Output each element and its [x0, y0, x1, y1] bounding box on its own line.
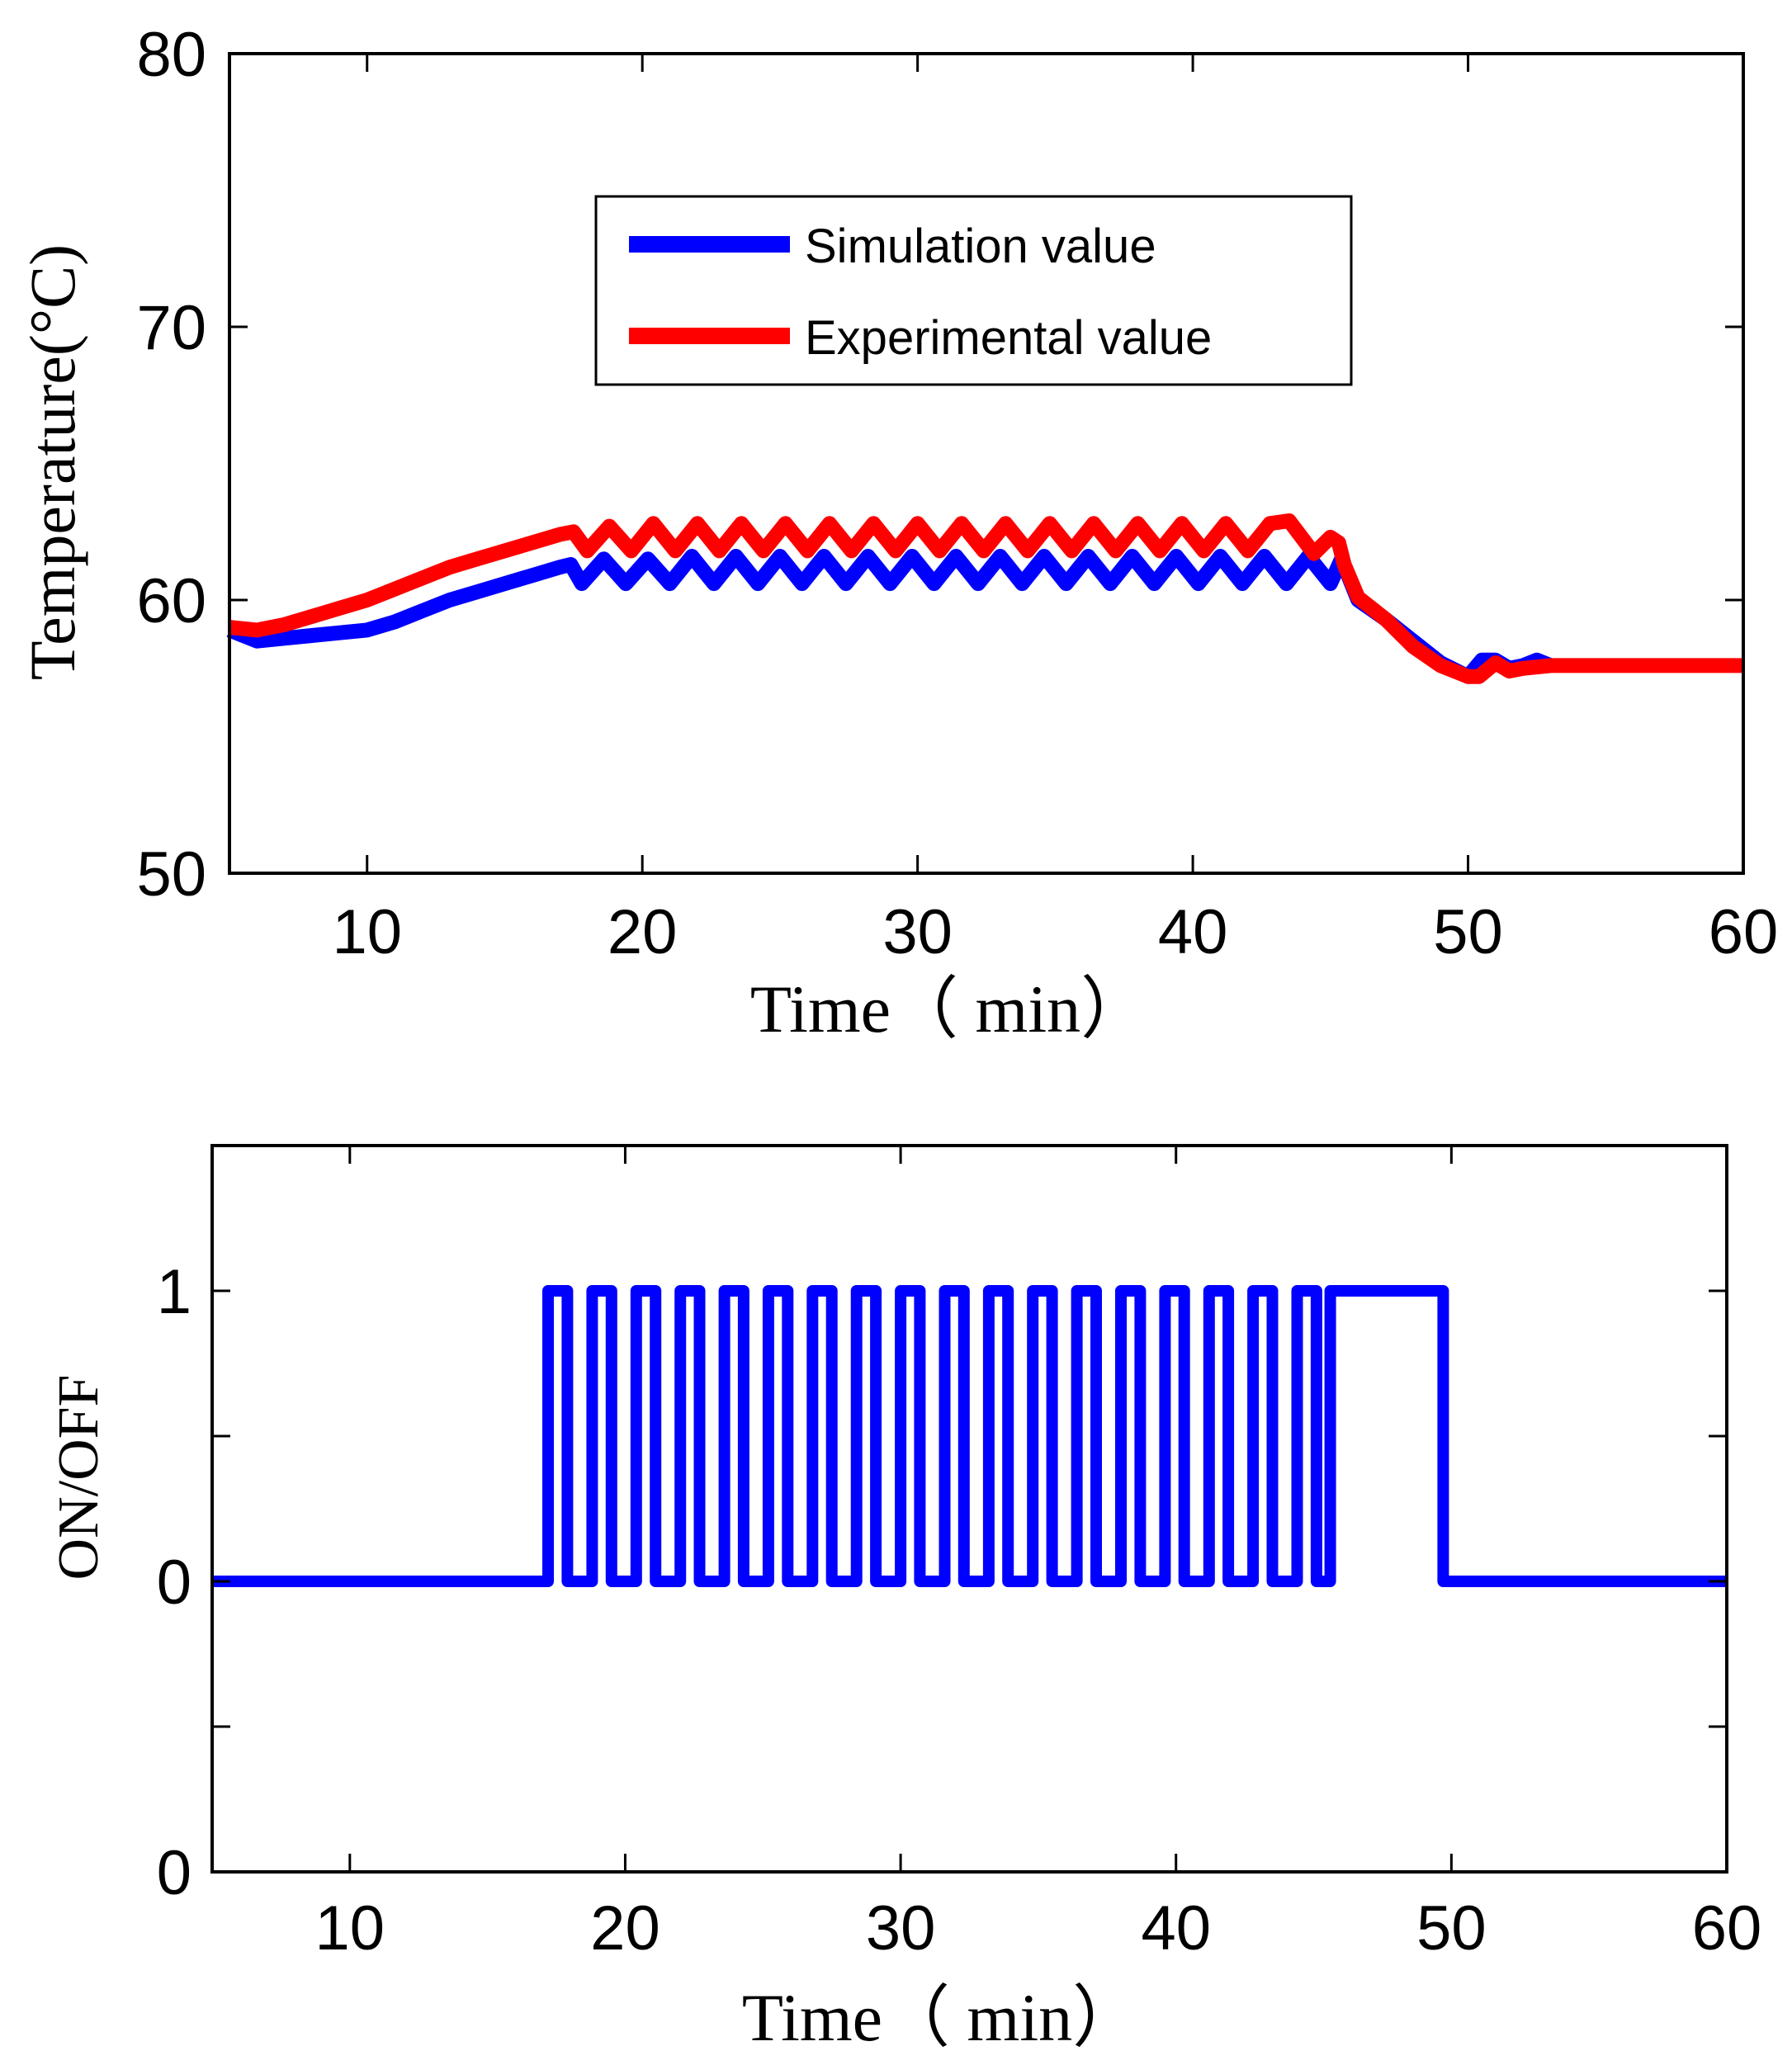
- temperature-xtick-label: 10: [332, 897, 402, 967]
- onoff-ytick-label: 0: [157, 1548, 191, 1618]
- onoff-series-line-1: [212, 1285, 1727, 1587]
- temperature-ytick-label: 50: [136, 839, 206, 910]
- legend: Simulation value Experimental value: [594, 195, 1353, 386]
- onoff-panel: 10 20 30 40 50 60 0 0 1 Time（ min） ON/OFF: [47, 1144, 1762, 2055]
- temperature-xtick-label: 40: [1158, 897, 1228, 967]
- temperature-ytick-label: 80: [136, 20, 206, 90]
- onoff-xtick-label: 50: [1416, 1893, 1487, 1963]
- onoff-xtick-label: 30: [866, 1893, 936, 1963]
- legend-label-experimental: Experimental value: [805, 311, 1212, 365]
- temperature-panel: 10 20 30 40 50 60 50 60 70 80 Time（ min） Temperat…: [17, 20, 1778, 1047]
- legend-box: [594, 195, 1353, 386]
- onoff-axis-ticks: 10 20 30 40 50 60 0 0 1: [157, 1146, 1762, 1963]
- onoff-ylabel: ON/OFF: [47, 1375, 111, 1581]
- temperature-xtick-label: 30: [882, 897, 953, 967]
- onoff-plot-frame: [210, 1144, 1728, 1874]
- temperature-xtick-label: 50: [1433, 897, 1503, 967]
- onoff-xtick-label: 60: [1692, 1893, 1762, 1963]
- temperature-xtick-label: 60: [1709, 897, 1779, 967]
- temperature-ytick-label: 70: [136, 293, 206, 363]
- temperature-axis-ticks: 10 20 30 40 50 60 50 60 70 80: [136, 20, 1778, 967]
- temperature-series-group: [226, 513, 1743, 684]
- onoff-ytick-label: 1: [157, 1257, 191, 1327]
- legend-label-simulation: Simulation value: [805, 220, 1156, 273]
- temperature-xlabel: Time（ min）: [750, 971, 1148, 1047]
- onoff-xtick-label: 40: [1141, 1893, 1211, 1963]
- onoff-xtick-label: 10: [315, 1893, 385, 1963]
- temperature-xtick-label: 20: [608, 897, 678, 967]
- temperature-ytick-label: 60: [136, 566, 206, 636]
- onoff-ytick-label: 0: [157, 1838, 191, 1908]
- onoff-xlabel: Time（ min）: [742, 1980, 1140, 2055]
- onoff-series-group: [212, 1285, 1727, 1587]
- temperature-ylabel: Temperature(°C): [17, 244, 88, 680]
- temperature-series-line-2: [229, 513, 1743, 684]
- onoff-xtick-label: 20: [590, 1893, 660, 1963]
- temperature-plot-frame: [228, 52, 1745, 875]
